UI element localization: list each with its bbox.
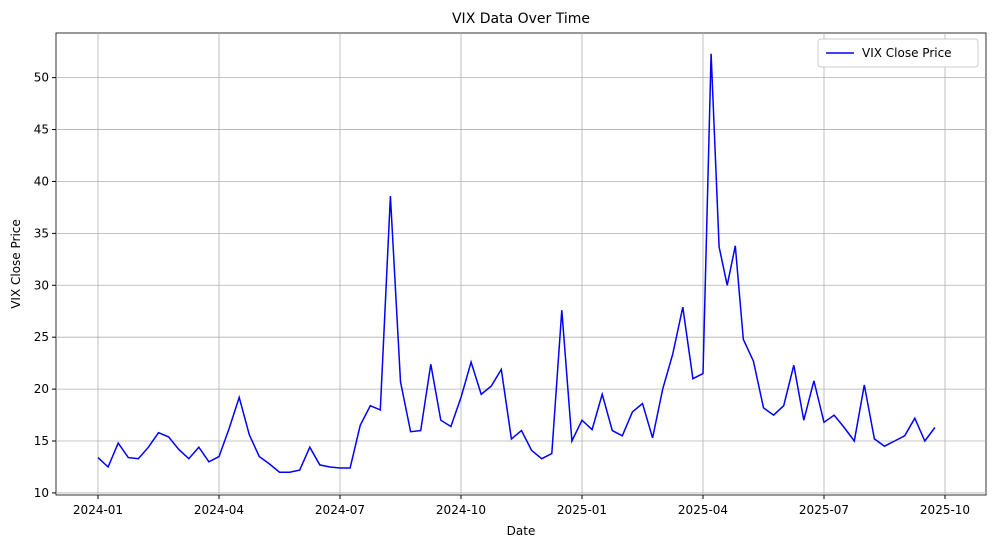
y-tick-label: 25 (34, 330, 49, 344)
y-tick-label: 20 (34, 382, 49, 396)
x-tick-label: 2024-01 (73, 503, 123, 517)
x-axis-label: Date (507, 524, 536, 538)
y-tick-label: 50 (34, 71, 49, 85)
data-line (97, 53, 936, 473)
y-tick-label: 15 (34, 434, 49, 448)
legend-label: VIX Close Price (862, 46, 952, 60)
y-tick-label: 10 (34, 486, 49, 500)
y-tick-label: 40 (34, 174, 49, 188)
x-tick-label: 2025-07 (799, 503, 849, 517)
plot-frame (55, 32, 987, 496)
y-tick-label: 30 (34, 278, 49, 292)
x-tick-label: 2024-10 (436, 503, 486, 517)
x-tick-label: 2024-04 (194, 503, 244, 517)
x-tick-label: 2025-01 (557, 503, 607, 517)
y-tick-label: 35 (34, 226, 49, 240)
x-tick-label: 2024-07 (315, 503, 365, 517)
chart-title: VIX Data Over Time (452, 11, 590, 27)
y-tick-label: 45 (34, 123, 49, 137)
x-tick-label: 2025-04 (678, 503, 728, 517)
y-axis-label: VIX Close Price (9, 219, 23, 309)
x-tick-label: 2025-10 (920, 503, 970, 517)
legend-box (817, 38, 979, 68)
